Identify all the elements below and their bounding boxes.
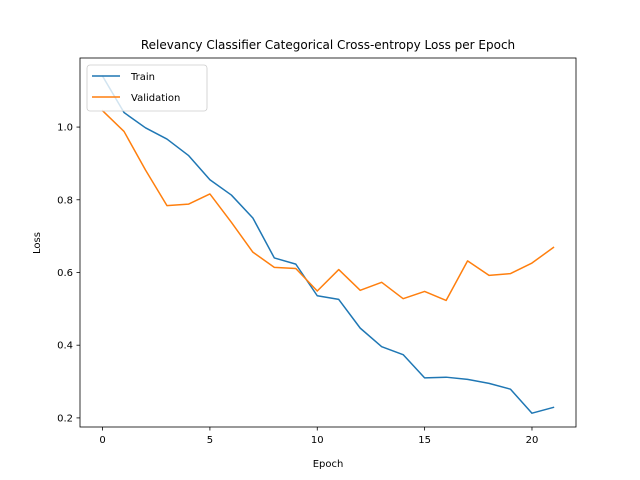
x-axis-label: Epoch (313, 459, 344, 470)
chart-title: Relevancy Classifier Categorical Cross-e… (141, 38, 515, 52)
series-layer (101, 75, 555, 414)
y-tick-label: 0.4 (57, 341, 73, 352)
x-tick-label: 5 (207, 435, 213, 446)
legend: Train Validation (86, 64, 208, 112)
y-axis-label: Loss (32, 232, 43, 254)
y-tick-label: 1.0 (57, 123, 73, 134)
y-axis-ticks: 0.2 0.4 0.6 0.8 1.0 (57, 123, 80, 424)
legend-label-validation: Validation (131, 93, 180, 104)
x-tick-label: 20 (526, 435, 539, 446)
legend-label-train: Train (130, 72, 155, 83)
y-tick-label: 0.8 (57, 195, 73, 206)
x-tick-label: 0 (99, 435, 105, 446)
series-line-validation (101, 109, 555, 302)
series-line-train (101, 75, 555, 414)
y-tick-label: 0.2 (57, 413, 73, 424)
plot-area (80, 58, 576, 427)
y-tick-label: 0.6 (57, 268, 73, 279)
plot-frame (79, 57, 577, 428)
x-axis-ticks: 0 5 10 15 20 (99, 427, 538, 446)
x-tick-label: 15 (418, 435, 431, 446)
x-tick-label: 10 (311, 435, 324, 446)
